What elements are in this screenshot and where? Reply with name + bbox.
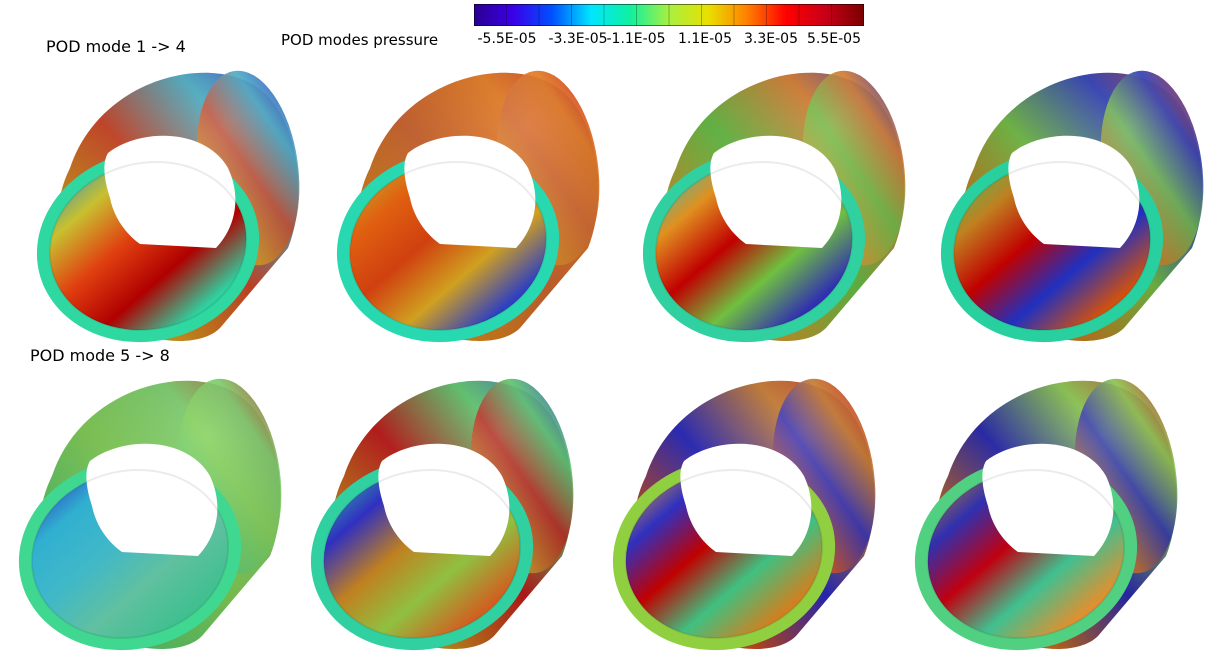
colorbar [474,4,864,26]
pod-mode-cylinder-5 [18,378,282,651]
cylinder-bore-opening [86,443,218,556]
colorbar-tick-label: -1.1E-05 [606,31,666,47]
pod-mode-cylinder-8 [914,378,1178,651]
colorbar-tick-label: 3.3E-05 [744,31,798,47]
cylinder-bore-opening [680,443,812,556]
colorbar-tick-label: -3.3E-05 [548,31,608,47]
pod-mode-cylinder-3 [642,70,906,343]
row-title-modes-5-8: POD mode 5 -> 8 [30,346,170,365]
pod-mode-cylinder-2 [336,70,600,343]
cylinder-bore-opening [378,443,510,556]
cylinder-bore-opening [104,135,236,248]
colorbar-tick-label: 1.1E-05 [678,31,732,47]
colorbar-title: POD modes pressure [281,31,439,49]
pod-mode-cylinder-6 [310,378,574,651]
cylinder-bore-opening [404,135,536,248]
colorbar-tick-label: 5.5E-05 [807,31,861,47]
cylinder-bore-opening [1008,135,1140,248]
colorbar-tick-label: -5.5E-05 [477,31,537,47]
pod-mode-cylinder-4 [940,70,1204,343]
pod-mode-cylinder-1 [36,70,300,343]
pod-mode-cylinder-7 [612,378,876,651]
row-title-modes-1-4: POD mode 1 -> 4 [46,37,186,56]
cylinder-bore-opening [982,443,1114,556]
cylinder-bore-opening [710,135,842,248]
